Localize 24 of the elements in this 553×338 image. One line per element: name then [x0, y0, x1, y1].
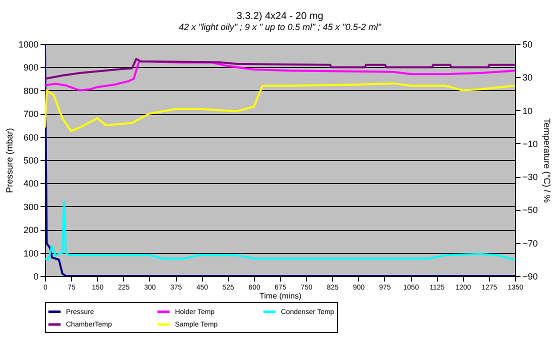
y2-tick-label: −70: [522, 238, 538, 248]
y2-tick-label: −90: [522, 272, 538, 282]
y-tick-label: 700: [23, 109, 38, 120]
y2-tick-label: 30: [522, 72, 533, 83]
y-tick-label: 100: [23, 248, 38, 258]
x-axis-title: Time (mins): [260, 292, 302, 300]
y-tick-label: 900: [23, 62, 38, 73]
y2-tick-label: −10: [522, 138, 538, 149]
chart-subtitle: 42 x "light oily" ; 9 x " up to 0.5 ml" ; 45 x "0.5-2 ml": [178, 22, 382, 32]
chart-title: 3.3.2) 4x24 - 20 mg: [236, 11, 324, 22]
y-tick-label: 600: [23, 132, 38, 142]
y2-tick-label: 50: [522, 40, 533, 50]
y2-tick-label: 10: [522, 106, 533, 116]
y2-tick-label: −50: [522, 205, 538, 216]
y-tick-label: 400: [23, 178, 38, 189]
y-tick-label: 500: [23, 156, 38, 166]
y2-tick-label: −30: [522, 172, 538, 182]
y-tick-label: 300: [23, 202, 38, 212]
y-tick-label: 1000: [18, 40, 38, 50]
y-tick-label: 0: [33, 272, 38, 282]
y-tick-label: 200: [23, 225, 38, 236]
y-axis-title: Pressure (mbar): [4, 128, 14, 194]
y2-axis-title: Temperature (°C) / %: [542, 118, 552, 203]
y-tick-label: 800: [23, 86, 38, 96]
